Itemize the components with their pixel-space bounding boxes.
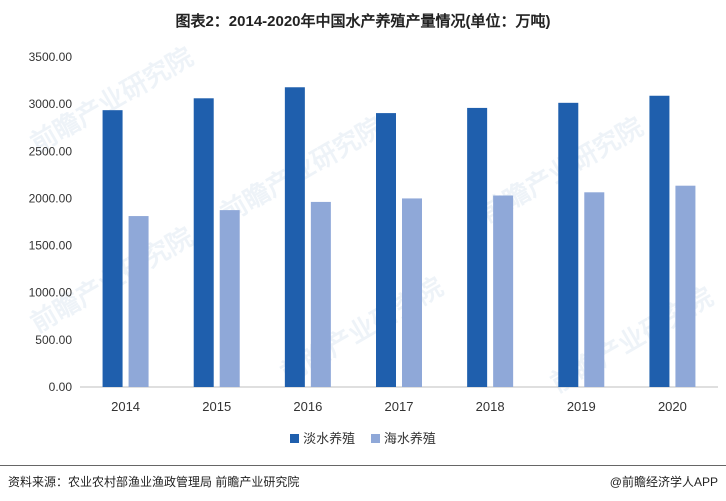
source-note: 资料来源：农业农村部渔业渔政管理局 前瞻产业研究院 — [8, 475, 300, 489]
bar-series-1 — [467, 107, 488, 388]
legend: 淡水养殖 海水养殖 — [0, 428, 726, 447]
legend-swatch — [370, 434, 380, 443]
chart-title: 图表2：2014-2020年中国水产养殖产量情况(单位：万吨) — [175, 13, 551, 30]
y-tick-label: 3500.00 — [29, 50, 73, 64]
legend-item-series-2: 海水养殖 — [370, 428, 436, 447]
bar-series-1 — [193, 98, 214, 387]
bar-series-2 — [493, 195, 514, 387]
x-tick-label: 2019 — [567, 399, 596, 414]
x-tick-label: 2014 — [111, 399, 140, 414]
y-tick-label: 1500.00 — [29, 239, 73, 253]
legend-item-series-1: 淡水养殖 — [290, 428, 355, 447]
bar-series-1 — [558, 102, 579, 387]
brand-credit: @前瞻经济学人APP — [609, 475, 718, 489]
bar-series-2 — [402, 198, 422, 387]
bar-series-2 — [675, 185, 696, 387]
legend-swatch — [290, 434, 300, 443]
bar-series-1 — [376, 113, 396, 387]
bar-series-2 — [584, 192, 605, 387]
bar-series-2 — [310, 201, 331, 387]
footer-divider — [0, 465, 726, 466]
x-tick-label: 2018 — [476, 399, 505, 414]
legend-label: 淡水养殖 — [303, 431, 356, 446]
bar-series-1 — [649, 95, 670, 387]
bar-series-2 — [219, 210, 240, 387]
x-tick-label: 2015 — [202, 399, 231, 414]
y-tick-label: 0.00 — [49, 380, 73, 394]
y-tick-label: 3000.00 — [29, 97, 73, 111]
y-tick-label: 500.00 — [35, 333, 72, 347]
bar-series-1 — [284, 87, 305, 387]
y-tick-label: 2500.00 — [29, 144, 73, 158]
bar-series-1 — [102, 110, 123, 388]
bar-series-2 — [128, 216, 149, 387]
x-tick-label: 2020 — [658, 399, 687, 414]
y-tick-label: 2000.00 — [29, 191, 73, 205]
y-tick-label: 1000.00 — [29, 286, 73, 300]
legend-label: 海水养殖 — [383, 431, 436, 446]
x-tick-label: 2017 — [385, 399, 414, 414]
bar-chart: 0.00 500.00 1000.00 1500.00 2000.00 2500.00 30… — [29, 50, 718, 414]
x-tick-label: 2016 — [293, 399, 322, 414]
